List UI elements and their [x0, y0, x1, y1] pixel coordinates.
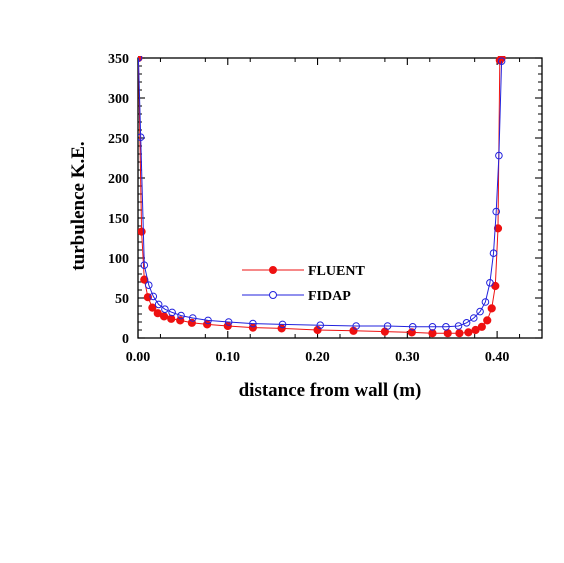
x-tick-label: 0.40 — [485, 350, 510, 365]
data-point-fidap — [168, 308, 176, 317]
x-tick-label: 0.30 — [395, 350, 420, 365]
series-layer — [138, 56, 506, 338]
data-point-fluent — [187, 318, 196, 327]
data-point-fidap — [249, 319, 257, 328]
data-point-fidap — [138, 133, 145, 141]
data-point-fluent — [407, 328, 416, 337]
x-tick-label: 0.20 — [305, 350, 330, 365]
data-point-fluent — [148, 303, 157, 312]
data-point-fidap — [204, 316, 212, 325]
y-tick-label: 200 — [108, 172, 129, 187]
data-point-fidap — [316, 321, 325, 330]
data-point-fluent — [455, 329, 464, 338]
x-tick-labels: 0.00 0.10 0.20 0.30 0.40 — [126, 350, 510, 365]
data-point-fidap — [469, 314, 478, 322]
data-point-fidap — [492, 207, 501, 216]
data-point-fidap — [144, 281, 153, 290]
x-axis-title: distance from wall (m) — [239, 380, 422, 401]
data-point-fluent — [487, 304, 496, 313]
y-tick-label: 350 — [108, 52, 129, 67]
y-tick-label: 100 — [108, 252, 129, 267]
legend-label: FIDAP — [308, 289, 351, 304]
data-point-fidap — [224, 318, 233, 326]
data-point-fidap — [497, 57, 506, 66]
y-tick-label: 0 — [122, 332, 129, 347]
legend: FLUENT FIDAP — [242, 264, 365, 304]
legend-item-fidap: FIDAP — [242, 289, 351, 304]
y-tick-labels: 0 50 100 150 200 250 300 350 — [108, 52, 129, 347]
x-tick-label: 0.10 — [216, 350, 241, 365]
data-point-fluent — [471, 325, 480, 335]
data-point-fidap — [486, 279, 494, 287]
legend-item-fluent: FLUENT — [242, 264, 365, 279]
y-tick-label: 300 — [108, 92, 129, 107]
series-line-fidap — [138, 57, 503, 328]
data-point-fluent — [167, 314, 176, 323]
data-point-fidap — [138, 56, 143, 62]
data-point-fidap — [352, 322, 360, 330]
data-point-fidap — [454, 322, 463, 330]
legend-marker — [269, 266, 277, 274]
legend-label: FLUENT — [308, 264, 365, 279]
legend-marker — [269, 291, 277, 299]
data-point-fluent — [428, 329, 437, 338]
data-point-fluent — [493, 224, 503, 233]
data-point-fidap — [408, 323, 417, 331]
data-point-fluent — [153, 309, 162, 318]
data-point-fidap — [489, 249, 498, 257]
data-point-fidap — [278, 320, 287, 329]
data-point-fidap — [476, 307, 484, 316]
data-point-fluent — [483, 316, 492, 325]
data-point-fidap — [154, 300, 163, 309]
data-point-fluent — [464, 328, 473, 337]
data-point-fidap — [149, 292, 158, 301]
data-point-fidap — [495, 151, 503, 160]
data-point-fluent — [477, 322, 486, 331]
data-point-fluent — [176, 316, 185, 325]
series-fidap — [138, 56, 506, 331]
data-point-fidap — [428, 323, 437, 331]
data-point-fidap — [188, 314, 197, 322]
data-point-fluent — [138, 227, 146, 236]
data-point-fluent — [159, 312, 169, 321]
y-tick-label: 250 — [108, 132, 129, 147]
data-point-fidap — [383, 322, 392, 330]
data-point-fidap — [177, 311, 185, 320]
data-point-fluent — [443, 329, 452, 338]
data-point-fidap — [140, 261, 149, 270]
y-axis-title: turbulence K.E. — [68, 141, 89, 270]
data-point-fidap — [442, 323, 450, 331]
x-tick-label: 0.00 — [126, 350, 151, 365]
data-point-fidap — [161, 305, 169, 314]
data-point-fidap — [481, 298, 490, 306]
y-tick-label: 50 — [115, 292, 129, 307]
data-point-fidap — [462, 319, 471, 327]
y-tick-label: 150 — [108, 212, 129, 227]
